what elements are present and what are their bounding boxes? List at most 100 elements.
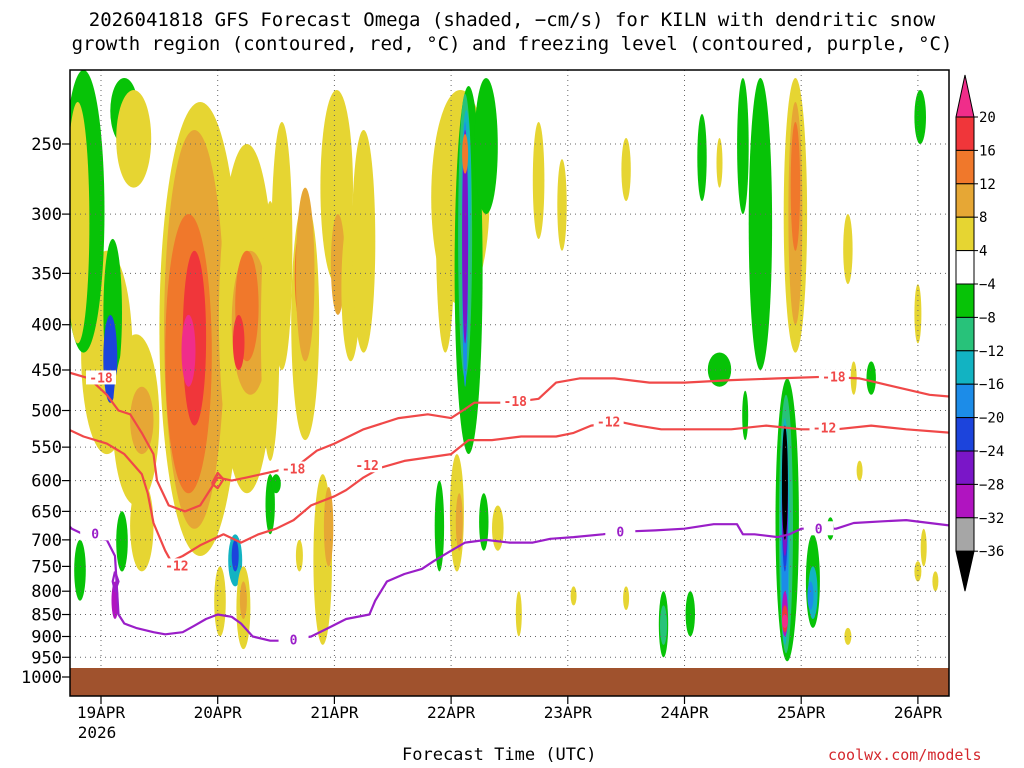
omega-shade-blob: [748, 78, 773, 370]
omega-shade-blob: [295, 187, 315, 362]
omega-shade-blob: [214, 566, 226, 637]
omega-shade-blob: [351, 130, 376, 353]
contour-label: -18: [822, 371, 846, 386]
y-tick-label: 550: [31, 438, 62, 458]
chart-title-line-1: 2026041818 GFS Forecast Omega (shaded, −…: [88, 9, 936, 31]
dgz-contour-loop: [210, 471, 225, 490]
contour-label: -18: [282, 463, 306, 478]
colorbar-label: −36: [979, 544, 1004, 560]
omega-shade-blob: [323, 487, 334, 567]
contour-label: -18: [89, 371, 113, 386]
omega-shade-blob: [231, 539, 239, 572]
omega-shade-blob: [130, 386, 154, 455]
dgz-contour-minus12: [70, 420, 949, 563]
colorbar-label: 12: [979, 177, 996, 193]
omega-shade-blob: [462, 130, 469, 344]
omega-shade-blob: [570, 586, 577, 606]
y-tick-label: 650: [31, 502, 62, 522]
x-tick-label: 22APR: [427, 703, 476, 722]
colorbar-segment: [955, 183, 975, 218]
colorbar-segment: [955, 450, 975, 485]
dgz-contour-minus18: [70, 371, 949, 513]
credit-link[interactable]: coolwx.com/models: [828, 746, 982, 764]
omega-shade-blob: [532, 122, 545, 239]
colorbar-label: −4: [979, 277, 996, 293]
omega-shade-blob: [781, 614, 788, 628]
contour-label: 0: [815, 522, 823, 537]
omega-shade-blob: [455, 493, 463, 551]
colorbar-segment: [955, 149, 975, 185]
omega-shade-blob: [960, 0, 969, 8]
colorbar: 20 16 12 8 4 −4 −8 −12 −16 −20 −24 −28 −32 −36: [955, 74, 1004, 592]
omega-shading: [70, 0, 986, 662]
omega-shade-blob: [232, 315, 245, 370]
plot-frame: [69, 69, 950, 697]
omega-shade-blob: [330, 214, 345, 315]
omega-shade-blob: [436, 114, 455, 353]
contour-label: -12: [165, 559, 188, 574]
colorbar-segment: [955, 116, 975, 151]
y-tick-label: 750: [31, 557, 62, 577]
y-tick-label: 250: [31, 135, 62, 155]
contour-label-bg: [278, 632, 309, 647]
omega-shade-blob: [707, 352, 732, 387]
contour-label: 0: [91, 527, 99, 542]
omega-shade-blob: [116, 90, 152, 188]
omega-shade-blob: [462, 134, 469, 174]
x-tick-label: 24APR: [660, 703, 709, 722]
omega-shade-blob: [914, 90, 926, 144]
colorbar-segment: [955, 74, 975, 118]
x-tick-label: 19APR: [77, 703, 126, 722]
contour-label: 0: [616, 526, 624, 541]
colorbar-label: −32: [979, 511, 1004, 527]
omega-shade-blob: [932, 571, 939, 592]
freezing-level-loop: [111, 571, 120, 593]
colorbar-segment: [955, 550, 975, 592]
colorbar-segment: [955, 316, 975, 352]
omega-shade-blob: [949, 619, 956, 636]
y-tick-label: 500: [31, 402, 62, 422]
colorbar-label: 8: [979, 210, 987, 226]
chart-title-line-2: growth region (contoured, red, °C) and f…: [71, 33, 953, 55]
y-tick-label: 300: [31, 205, 62, 225]
omega-shade-blob: [280, 0, 292, 4]
omega-shade-blob: [295, 539, 303, 572]
colorbar-segment: [955, 483, 975, 519]
omega-shade-blob: [492, 505, 504, 551]
omega-shade-blob: [474, 78, 498, 214]
y-tick-label: 600: [31, 472, 62, 492]
y-tick-label: 950: [31, 648, 62, 668]
y-tick-label: 700: [31, 531, 62, 551]
omega-shade-blob: [358, 5, 370, 13]
contour-label: 0: [290, 634, 298, 649]
x-tick-label: 26APR: [894, 703, 943, 722]
omega-shade-blob: [790, 121, 801, 251]
omega-shade-blob: [74, 539, 86, 601]
contour-label-bg: [80, 526, 111, 541]
y-tick-label: 350: [31, 264, 62, 284]
colorbar-segment: [955, 417, 975, 452]
omega-shade-blob: [99, 21, 115, 29]
x-tick-label: 20APR: [194, 703, 243, 722]
omega-shade-blob: [621, 138, 631, 201]
colorbar-segment: [955, 517, 975, 552]
contour-label-bg: [593, 414, 624, 429]
omega-shade-blob: [660, 605, 667, 645]
omega-shade-blob: [977, 0, 986, 4]
colorbar-label: 16: [979, 143, 996, 159]
omega-shade-blob: [742, 390, 749, 441]
y-tick-label: 400: [31, 316, 62, 336]
omega-shade-blob: [116, 511, 128, 572]
x-axis: 19APR 20APR 21APR 22APR 23APR 24APR 25APR 26APR…: [77, 696, 942, 742]
contour-label-bg: [500, 393, 531, 408]
contour-label: -12: [355, 459, 378, 474]
omega-shade-blob: [271, 122, 293, 370]
contour-label-bg: [161, 558, 192, 573]
contour-label-bg: [605, 524, 636, 539]
contour-label-bg: [809, 420, 840, 435]
y-tick-label: 850: [31, 606, 62, 626]
colorbar-label: 4: [979, 244, 987, 260]
colorbar-label: −24: [979, 444, 1004, 460]
ground-surface: [70, 668, 949, 696]
contour-label-bg: [803, 521, 834, 536]
